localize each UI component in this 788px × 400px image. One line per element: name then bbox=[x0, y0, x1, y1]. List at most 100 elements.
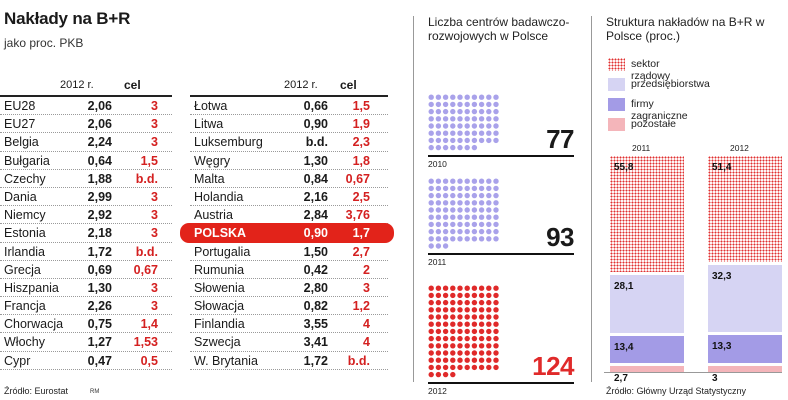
center-dot bbox=[457, 192, 463, 199]
center-dot bbox=[428, 343, 434, 349]
center-dot bbox=[450, 178, 456, 184]
center-dot bbox=[493, 192, 499, 199]
centers-block-2011: 93 2011 bbox=[428, 178, 578, 267]
center-dot bbox=[493, 343, 499, 349]
header-year: 2012 r. bbox=[60, 79, 94, 91]
center-dot bbox=[471, 137, 478, 144]
center-dot bbox=[471, 108, 478, 115]
center-dot bbox=[435, 350, 442, 356]
centers-year: 2010 bbox=[428, 158, 447, 169]
center-dot bbox=[428, 357, 434, 363]
value-cell: 0,84 bbox=[303, 171, 328, 186]
center-dot bbox=[478, 228, 485, 235]
center-dot bbox=[457, 137, 463, 144]
legend-label: sektor rządowy bbox=[631, 58, 671, 82]
table-row: W. Brytania 1,72 b.d. bbox=[190, 352, 388, 370]
table-row: Belgia 2,24 3 bbox=[0, 133, 172, 152]
center-dot bbox=[450, 108, 456, 115]
center-dot bbox=[435, 335, 442, 342]
center-dot bbox=[428, 350, 434, 356]
center-dot bbox=[442, 357, 449, 363]
center-dot bbox=[457, 314, 463, 320]
center-dot bbox=[442, 221, 449, 228]
center-dot bbox=[464, 236, 470, 242]
center-dot bbox=[493, 137, 499, 144]
center-dot bbox=[471, 200, 478, 206]
center-dot bbox=[486, 192, 492, 199]
center-dot bbox=[442, 285, 449, 291]
center-dot bbox=[435, 108, 442, 115]
table-row: Dania 2,99 3 bbox=[0, 188, 172, 207]
centers-baseline bbox=[428, 381, 574, 384]
center-dot bbox=[478, 299, 485, 306]
value-cell: 2,84 bbox=[303, 208, 328, 223]
center-dot bbox=[471, 130, 478, 136]
value-cell: 0,69 bbox=[87, 262, 112, 277]
dot-grid bbox=[428, 94, 499, 151]
stacked-bar-2011: 55,8 28,1 13,4 2,7 2011 bbox=[610, 143, 684, 384]
segment-label: 55,8 bbox=[614, 162, 634, 173]
center-dot bbox=[464, 228, 470, 235]
center-dot bbox=[450, 144, 456, 151]
table-body: Łotwa 0,66 1,5 Litwa 0,90 1,9 Luksemburg b.d. 2,… bbox=[180, 97, 394, 370]
center-dot bbox=[486, 364, 492, 371]
center-dot bbox=[486, 214, 492, 220]
center-dot bbox=[486, 178, 492, 184]
center-dot bbox=[428, 192, 434, 199]
center-dot bbox=[450, 335, 456, 342]
centers-value: 77 bbox=[546, 123, 574, 154]
value-cell: 0,64 bbox=[87, 153, 112, 168]
center-dot bbox=[471, 314, 478, 320]
center-dot bbox=[442, 371, 449, 378]
country-cell: Cypr bbox=[4, 353, 31, 368]
center-dot bbox=[493, 236, 499, 242]
country-cell: Węgry bbox=[194, 153, 231, 168]
country-cell: Bułgaria bbox=[4, 153, 50, 168]
center-dot bbox=[478, 94, 485, 100]
center-dot bbox=[471, 307, 478, 313]
centers-value: 124 bbox=[532, 350, 574, 381]
value-cell: 2,99 bbox=[87, 189, 112, 204]
center-dot bbox=[471, 144, 478, 151]
center-dot bbox=[428, 321, 434, 327]
center-dot bbox=[435, 371, 442, 378]
center-dot bbox=[486, 137, 492, 144]
center-dot bbox=[464, 185, 470, 192]
center-dot bbox=[464, 192, 470, 199]
center-dot bbox=[471, 185, 478, 192]
center-dot bbox=[457, 307, 463, 313]
center-dot bbox=[471, 335, 478, 342]
center-dot bbox=[486, 299, 492, 306]
target-cell: 0,67 bbox=[345, 171, 370, 186]
table-row: Węgry 1,30 1,8 bbox=[190, 152, 388, 170]
target-cell: 3 bbox=[151, 135, 158, 150]
center-dot bbox=[471, 123, 478, 129]
center-dot bbox=[442, 364, 449, 371]
center-dot bbox=[464, 328, 470, 335]
center-dot bbox=[464, 285, 470, 291]
center-dot bbox=[471, 364, 478, 371]
center-dot bbox=[478, 178, 485, 184]
structure-title: Struktura nakładów na B+R w Polsce (proc… bbox=[606, 15, 765, 43]
center-dot bbox=[471, 94, 478, 100]
value-cell: 2,16 bbox=[303, 189, 328, 204]
center-dot bbox=[478, 357, 485, 363]
centers-baseline bbox=[428, 154, 574, 157]
center-dot bbox=[464, 221, 470, 228]
target-cell: 1,53 bbox=[133, 335, 158, 350]
target-cell: 4 bbox=[363, 317, 370, 332]
separator bbox=[413, 16, 414, 382]
table-row: Słowenia 2,80 3 bbox=[190, 279, 388, 298]
center-dot bbox=[493, 185, 499, 192]
center-dot bbox=[471, 357, 478, 363]
center-dot bbox=[435, 299, 442, 306]
legend-label: przedsiębiorstwa bbox=[631, 78, 710, 90]
center-dot bbox=[442, 350, 449, 356]
center-dot bbox=[486, 350, 492, 356]
center-dot bbox=[464, 116, 470, 122]
source-eurostat: Źródło: Eurostat bbox=[4, 386, 69, 396]
center-dot bbox=[428, 292, 434, 299]
center-dot bbox=[478, 207, 485, 213]
center-dot bbox=[450, 200, 456, 206]
center-dot bbox=[450, 314, 456, 320]
